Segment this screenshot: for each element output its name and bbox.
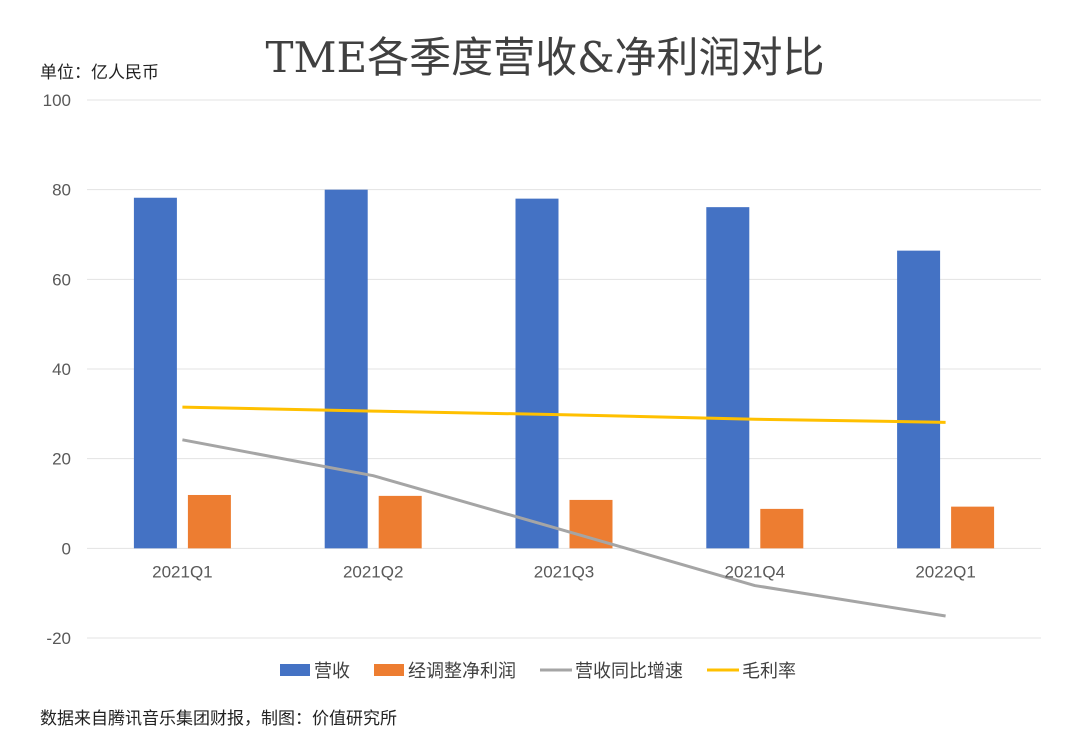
bar-adjusted-net-profit	[760, 508, 804, 549]
x-category-label: 2021Q1	[152, 562, 213, 581]
bars	[133, 189, 995, 549]
legend-item: 毛利率	[707, 661, 796, 682]
legend: 营收 经调整净利润 营收同比增速 毛利率	[280, 661, 796, 682]
source-note: 数据来自腾讯音乐集团财报，制图：价值研究所	[40, 709, 397, 729]
legend-label: 营收	[314, 661, 350, 682]
bar-revenue	[706, 207, 750, 549]
legend-item: 营收	[280, 661, 350, 682]
bar-adjusted-net-profit	[187, 494, 231, 549]
y-tick-label: 40	[52, 360, 71, 379]
legend-item: 经调整净利润	[374, 661, 516, 682]
line-gross-margin	[182, 405, 946, 424]
legend-label: 毛利率	[742, 661, 796, 682]
y-tick-label: 20	[52, 450, 71, 469]
x-category-label: 2021Q4	[725, 562, 786, 581]
x-axis-labels: 2021Q1 2021Q2 2021Q3 2021Q4 2022Q1	[152, 562, 976, 581]
legend-swatch	[280, 664, 310, 676]
y-tick-label: 80	[52, 181, 71, 200]
legend-swatch	[374, 664, 404, 676]
unit-label: 单位：亿人民币	[40, 63, 159, 83]
y-axis-ticks: 100 80 60 40 20 0 -20	[43, 91, 71, 648]
legend-item: 营收同比增速	[540, 661, 683, 682]
bar-revenue	[133, 197, 177, 549]
y-tick-label: 0	[62, 539, 71, 558]
line-revenue-yoy-growth	[182, 438, 946, 618]
bar-adjusted-net-profit	[378, 495, 422, 549]
chart-title: TME各季度营收&净利润对比	[265, 33, 824, 82]
bar-adjusted-net-profit	[951, 506, 995, 549]
y-tick-label: -20	[46, 629, 71, 648]
bar-revenue	[515, 198, 559, 549]
lines	[182, 405, 946, 618]
legend-label: 经调整净利润	[408, 661, 516, 682]
bar-revenue	[897, 250, 941, 549]
bar-adjusted-net-profit	[569, 499, 613, 549]
y-tick-label: 60	[52, 270, 71, 289]
x-category-label: 2022Q1	[915, 562, 976, 581]
gridlines	[87, 99, 1041, 639]
x-category-label: 2021Q2	[343, 562, 404, 581]
x-category-label: 2021Q3	[534, 562, 595, 581]
legend-label: 营收同比增速	[575, 661, 683, 682]
bar-revenue	[324, 189, 368, 549]
y-tick-label: 100	[43, 91, 71, 110]
